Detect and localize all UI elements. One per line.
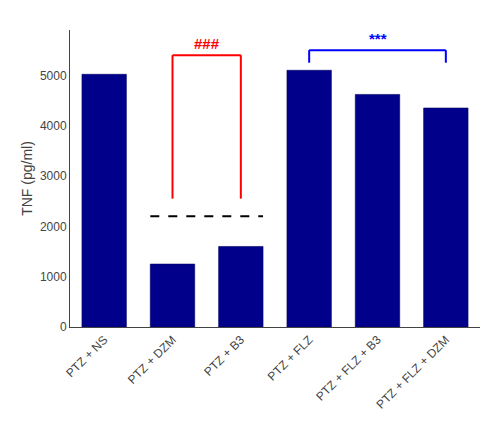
svg-text:2000: 2000 (40, 220, 67, 234)
svg-text:PTZ + FLZ + DZM: PTZ + FLZ + DZM (373, 333, 452, 412)
svg-text:###: ### (194, 35, 220, 52)
svg-text:PTZ + FLZ: PTZ + FLZ (265, 333, 316, 384)
svg-text:PTZ + DZM: PTZ + DZM (125, 333, 179, 387)
svg-text:0: 0 (60, 320, 67, 334)
svg-text:5000: 5000 (40, 69, 67, 83)
svg-text:PTZ + B3: PTZ + B3 (201, 333, 247, 379)
svg-text:PTZ + FLZ + B3: PTZ + FLZ + B3 (313, 333, 384, 404)
svg-text:TNF (pg/ml): TNF (pg/ml) (19, 141, 35, 216)
svg-text:4000: 4000 (40, 119, 67, 133)
svg-text:1000: 1000 (40, 270, 67, 284)
svg-text:3000: 3000 (40, 169, 67, 183)
svg-text:PTZ + NS: PTZ + NS (63, 333, 110, 380)
svg-text:***: *** (369, 30, 387, 47)
